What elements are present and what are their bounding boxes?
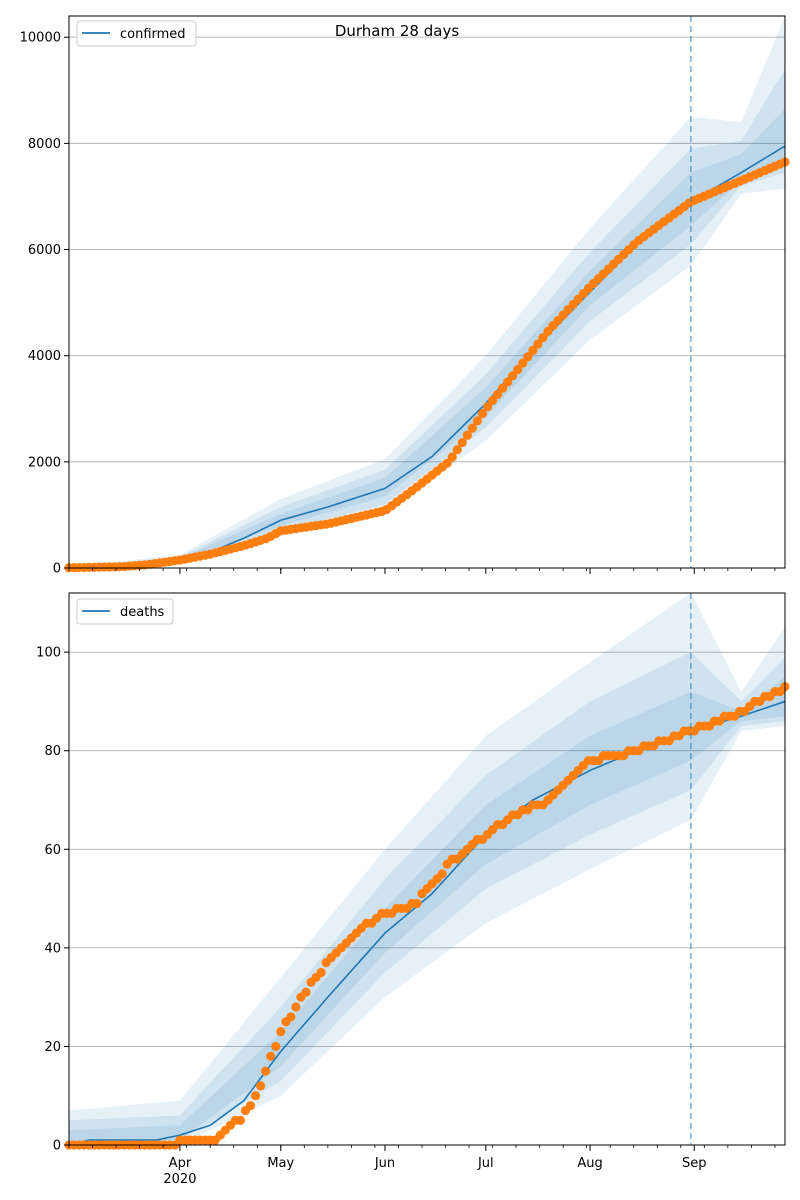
deaths-y-ticks: 0 20 40 60 80 100 <box>36 646 69 1154</box>
observed-point-77 <box>452 445 462 455</box>
y-tick-label-2: 40 <box>44 941 61 956</box>
confirmed-panel: 0 2000 4000 6000 8000 10000 confirmed Durham … <box>20 15 790 577</box>
x-tick-label-4: Aug <box>577 1156 602 1171</box>
y-tick-label-3: 6000 <box>28 243 61 258</box>
observed-point-37 <box>250 1091 261 1101</box>
confirmed-observed-points <box>64 157 790 573</box>
y-tick-label-1: 20 <box>44 1040 61 1055</box>
x-tick-label-2: Jun <box>374 1156 395 1171</box>
y-tick-label-4: 80 <box>44 744 61 759</box>
y-tick-label-0: 0 <box>53 1139 61 1154</box>
observed-point-38 <box>256 1081 266 1091</box>
observed-point-74 <box>437 869 447 879</box>
observed-point-89 <box>513 364 523 375</box>
observed-point-85 <box>492 389 503 399</box>
observed-point-84 <box>487 395 498 406</box>
confirmed-x-ticks <box>68 568 776 574</box>
uncertainty-band-0 <box>69 16 785 568</box>
confirmed-y-ticks: 0 2000 4000 6000 8000 10000 <box>20 31 69 577</box>
y-tick-label-4: 8000 <box>28 137 61 152</box>
observed-point-80 <box>467 423 477 433</box>
uncertainty-band-2 <box>69 676 785 1145</box>
observed-point-79 <box>462 430 472 440</box>
observed-point-44 <box>286 1012 296 1022</box>
chart-title: Durham 28 days <box>335 22 459 40</box>
observed-point-39 <box>261 1066 271 1076</box>
observed-point-34 <box>235 1115 246 1125</box>
deaths-legend: deaths <box>76 598 174 625</box>
y-tick-label-5: 10000 <box>20 31 61 46</box>
x-tick-label-5: Sep <box>682 1156 707 1171</box>
deaths-legend-box <box>76 598 174 625</box>
observed-point-45 <box>291 1002 301 1012</box>
observed-point-78 <box>457 437 467 448</box>
observed-point-81 <box>472 416 483 426</box>
confirmed-axes-frame <box>68 15 786 569</box>
observed-point-69 <box>412 898 422 909</box>
observed-point-50 <box>316 967 326 978</box>
observed-point-88 <box>508 371 518 381</box>
confirmed-legend: confirmed <box>76 20 197 47</box>
observed-point-90 <box>518 358 528 368</box>
confirmed-legend-box <box>76 20 197 47</box>
confirmed-uncertainty-bands <box>69 16 785 568</box>
deaths-legend-label: deaths <box>120 605 165 620</box>
observed-point-92 <box>528 345 538 355</box>
confirmed-gridlines <box>69 36 785 463</box>
observed-point-91 <box>523 352 533 362</box>
deaths-gridlines <box>69 651 785 1047</box>
observed-point-40 <box>266 1051 276 1061</box>
observed-point-83 <box>482 402 493 412</box>
y-tick-label-0: 0 <box>53 562 61 577</box>
y-tick-label-5: 100 <box>36 646 61 661</box>
observed-point-87 <box>503 377 513 387</box>
x-tick-label-3: Jul <box>477 1156 494 1171</box>
x-tick-sublabel-0: 2020 <box>163 1172 196 1187</box>
observed-point-76 <box>447 452 457 462</box>
y-tick-label-2: 4000 <box>28 349 61 364</box>
uncertainty-band-0 <box>69 593 785 1145</box>
deaths-axes-frame <box>68 592 786 1146</box>
observed-point-86 <box>498 383 508 393</box>
y-tick-label-3: 60 <box>44 843 61 858</box>
uncertainty-band-1 <box>69 69 785 568</box>
observed-point-36 <box>245 1100 256 1111</box>
deaths-observed-points <box>64 682 790 1150</box>
y-tick-label-1: 2000 <box>28 455 61 470</box>
x-tick-label-0: Apr <box>169 1156 192 1171</box>
observed-point-47 <box>301 987 311 997</box>
observed-point-41 <box>271 1041 281 1052</box>
observed-point-94 <box>538 333 548 343</box>
observed-point-42 <box>276 1027 286 1037</box>
observed-point-93 <box>533 339 543 349</box>
observed-point-75 <box>442 458 452 468</box>
x-tick-label-1: May <box>267 1156 294 1171</box>
confirmed-legend-label: confirmed <box>120 27 186 42</box>
observed-point-82 <box>477 408 488 419</box>
